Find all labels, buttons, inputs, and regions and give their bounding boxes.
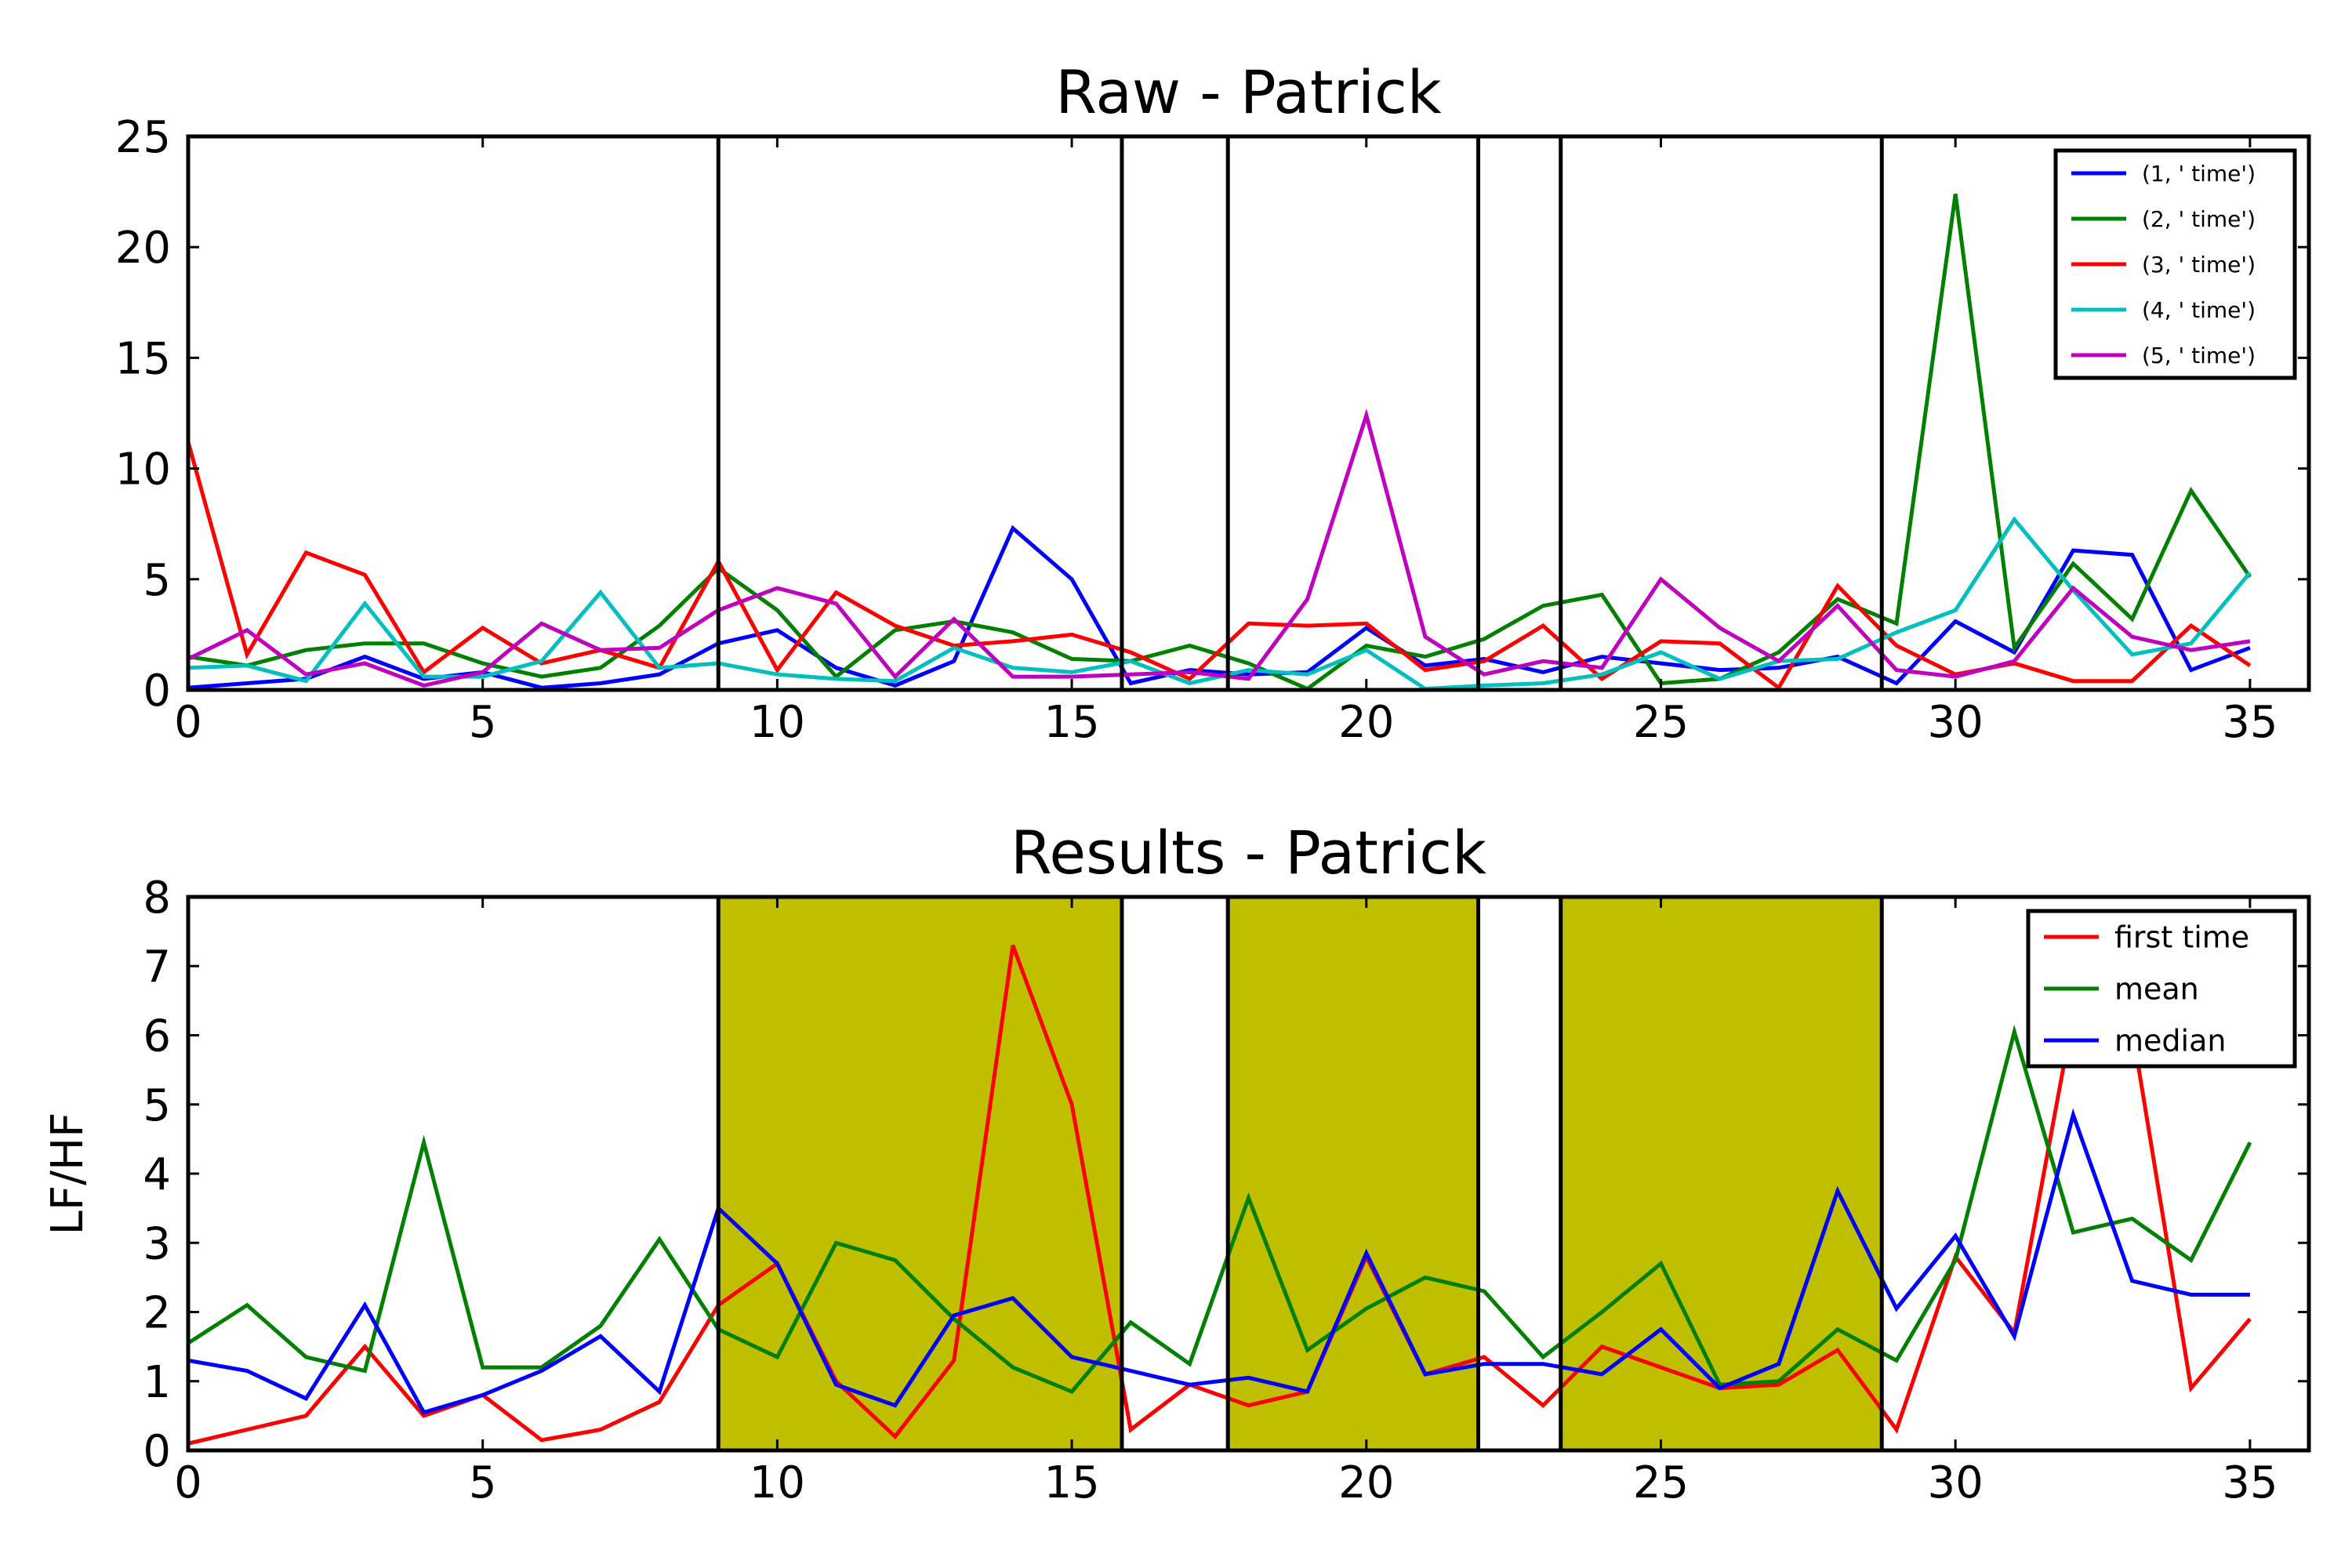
y-tick-label: 6 (143, 1011, 171, 1062)
legend-label-3: median (2114, 1023, 2226, 1058)
y-tick-label: 10 (115, 445, 171, 495)
legend-label-4: (4, ' time') (2142, 297, 2256, 323)
x-tick-label: 35 (2222, 1457, 2278, 1508)
plot-frame (186, 134, 2311, 692)
shaded-region-2 (1560, 897, 1882, 1450)
y-tick-label: 25 (115, 112, 171, 163)
y-tick-label: 15 (115, 333, 171, 384)
legend: first time mean median (2026, 909, 2297, 1069)
x-tick-label: 0 (174, 697, 202, 748)
x-tick-label: 25 (1633, 697, 1689, 748)
series-line-2 (187, 1024, 2252, 1395)
series-line-3 (186, 441, 2252, 691)
x-tick-label: 0 (174, 1457, 202, 1508)
y-tick-label: 0 (143, 666, 171, 717)
y-tick-label: 3 (143, 1218, 171, 1269)
legend-label-1: (1, ' time') (2142, 161, 2256, 187)
series-line-5 (187, 408, 2251, 688)
x-tick-label: 10 (750, 697, 805, 748)
x-tick-label: 30 (1928, 1457, 1984, 1508)
y-tick-label: 5 (143, 1080, 171, 1131)
shaded-region-0 (718, 897, 1122, 1450)
x-tick-label: 5 (469, 1457, 497, 1508)
chart-title: Results - Patrick (1011, 818, 1486, 887)
legend-label-2: (2, ' time') (2142, 206, 2256, 232)
y-tick-label: 7 (143, 942, 171, 993)
series-line-1 (187, 944, 2252, 1446)
y-axis-label: LF/HF (42, 1112, 93, 1236)
y-tick-label: 2 (143, 1288, 171, 1339)
x-tick-label: 20 (1338, 697, 1394, 748)
x-tick-label: 30 (1928, 697, 1984, 748)
shaded-region-1 (1228, 897, 1479, 1450)
x-tick-label: 5 (469, 697, 497, 748)
series-line-4 (187, 516, 2252, 691)
series-line-3 (187, 1108, 2250, 1415)
legend-label-5: (5, ' time') (2142, 343, 2256, 368)
raw-chart: 0 5 10 15 20 25 30 35 0 5 10 15 20 25 Raw - Patrick (1,… (115, 57, 2311, 748)
x-tick-label: 25 (1633, 1457, 1689, 1508)
y-tick-label: 1 (143, 1357, 171, 1408)
x-tick-label: 15 (1044, 1457, 1099, 1508)
series-lines (186, 194, 2252, 691)
legend-label-2: mean (2114, 971, 2199, 1006)
y-tick-label: 20 (115, 223, 171, 274)
x-tick-label: 10 (750, 1457, 805, 1508)
legend: (1, ' time') (2, ' time') (3, ' time') (4, … (2053, 148, 2297, 380)
x-tick-label: 35 (2222, 697, 2278, 748)
y-tick-label: 8 (143, 873, 171, 924)
series-line-2 (187, 194, 2252, 691)
y-tick-label: 0 (143, 1426, 171, 1477)
y-tick-label: 4 (143, 1149, 171, 1200)
series-lines (187, 944, 2252, 1446)
y-tick-label: 5 (143, 555, 171, 606)
x-tick-label: 15 (1044, 697, 1099, 748)
legend-label-1: first time (2114, 920, 2249, 954)
x-tick-label: 20 (1338, 1457, 1394, 1508)
series-line-1 (187, 524, 2251, 690)
chart-title: Raw - Patrick (1055, 57, 1442, 127)
legend-label-3: (3, ' time') (2142, 252, 2256, 278)
